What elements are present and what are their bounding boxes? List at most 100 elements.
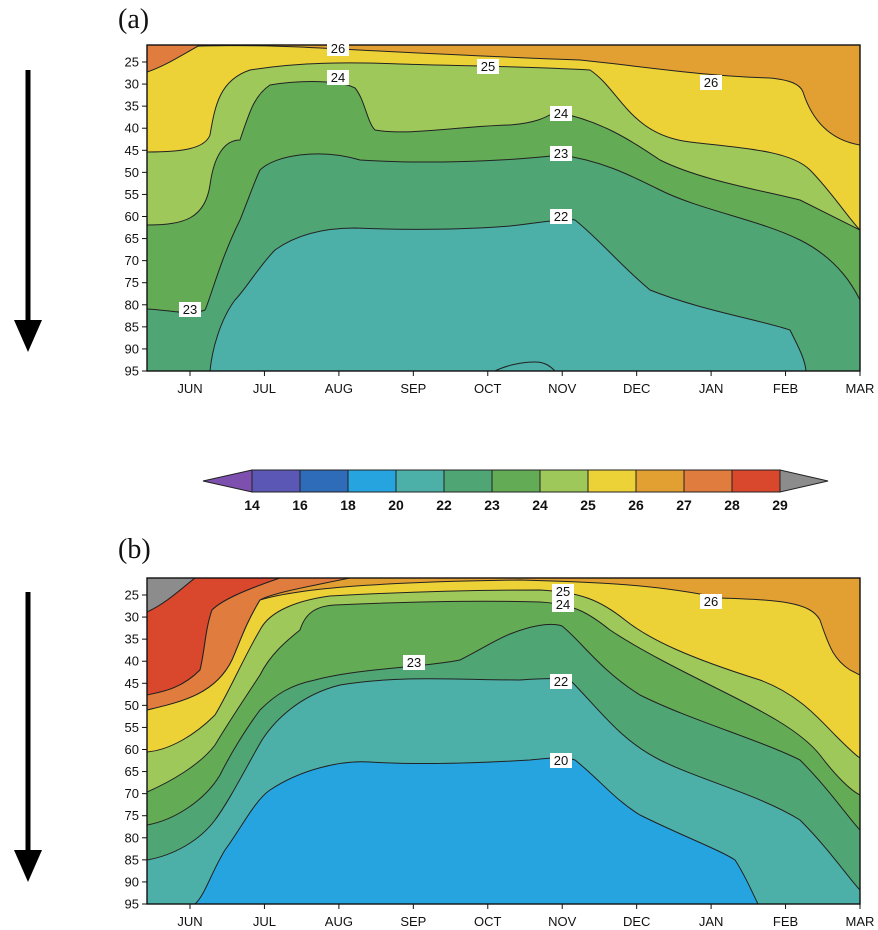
colorbar-tick-label: 27 bbox=[676, 497, 692, 513]
y-tick-label: 45 bbox=[125, 676, 139, 691]
x-tick-label: DEC bbox=[623, 381, 650, 396]
contour-label: 23 bbox=[407, 655, 421, 670]
contour-label-bg bbox=[550, 674, 572, 689]
contour-label-bg bbox=[327, 41, 349, 56]
y-tick-label: 40 bbox=[125, 654, 139, 669]
colorbar-tick-label: 18 bbox=[340, 497, 356, 513]
contour-label-bg bbox=[700, 594, 722, 609]
y-tick-label: 25 bbox=[125, 588, 139, 603]
y-tick-label: 30 bbox=[125, 610, 139, 625]
colorbar-tick-label: 20 bbox=[388, 497, 404, 513]
panel-b-contours bbox=[147, 578, 860, 904]
colorbar-swatch bbox=[395, 469, 445, 493]
y-tick-label: 50 bbox=[125, 698, 139, 713]
contour-label: 26 bbox=[704, 75, 718, 90]
x-tick-label: DEC bbox=[623, 914, 650, 929]
y-tick-label: 85 bbox=[125, 852, 139, 867]
contour-label-bg bbox=[700, 75, 722, 90]
contour-label: 22 bbox=[554, 209, 568, 224]
panel-b-chart: 25 30 35 40 45 50 55 60 65 70 75 80 85 90 95 JUN JUL AUG S… bbox=[14, 577, 875, 930]
panel-a-chart: 25 30 35 40 45 50 55 60 65 70 75 80 85 90 95 JUN JUL AUG S… bbox=[14, 41, 875, 396]
colorbar-tick-label: 14 bbox=[244, 497, 260, 513]
contour-label-bg bbox=[477, 59, 499, 74]
contour-label-bg bbox=[550, 209, 572, 224]
colorbar-tick-label: 22 bbox=[436, 497, 452, 513]
y-tick-label: 70 bbox=[125, 253, 139, 268]
y-tick-label: 75 bbox=[125, 808, 139, 823]
colorbar-min-triangle bbox=[202, 469, 253, 493]
panel-a-contours bbox=[147, 45, 860, 371]
contour-label-bg bbox=[552, 597, 574, 612]
y-tick-label: 35 bbox=[125, 99, 139, 114]
panel-a-contour-labels: 26 25 26 24 24 23 22 23 bbox=[179, 41, 722, 317]
x-tick-label: OCT bbox=[474, 381, 502, 396]
x-tick-label: OCT bbox=[474, 914, 502, 929]
contour-label: 25 bbox=[481, 59, 495, 74]
x-tick-label: JUL bbox=[253, 381, 276, 396]
y-tick-label: 55 bbox=[125, 720, 139, 735]
colorbar-swatch bbox=[347, 469, 397, 493]
y-tick-label: 70 bbox=[125, 786, 139, 801]
y-tick-label: 35 bbox=[125, 632, 139, 647]
y-tick-label: 25 bbox=[125, 55, 139, 70]
colorbar-tick-label: 25 bbox=[580, 497, 596, 513]
contour-label-bg bbox=[552, 584, 574, 599]
x-tick-label: FEB bbox=[773, 914, 798, 929]
contour-label: 24 bbox=[554, 106, 568, 121]
x-tick-label: JUL bbox=[253, 914, 276, 929]
x-tick-label: MAR bbox=[846, 381, 875, 396]
y-tick-label: 80 bbox=[125, 830, 139, 845]
contour-label: 23 bbox=[554, 146, 568, 161]
colorbar-swatch bbox=[635, 469, 685, 493]
colorbar-tick-label: 24 bbox=[532, 497, 548, 513]
x-tick-label: MAR bbox=[846, 914, 875, 929]
colorbar-tick-label: 23 bbox=[484, 497, 500, 513]
x-tick-label: AUG bbox=[325, 381, 353, 396]
x-tick-label: NOV bbox=[548, 381, 577, 396]
contour-22-closed bbox=[494, 361, 556, 371]
colorbar-swatch bbox=[251, 469, 301, 493]
x-tick-label: NOV bbox=[548, 914, 577, 929]
x-tick-label: JUN bbox=[177, 914, 202, 929]
region-22 bbox=[209, 218, 807, 371]
contour-label: 26 bbox=[331, 41, 345, 56]
y-tick-label: 80 bbox=[125, 297, 139, 312]
panel-a-frame bbox=[146, 44, 861, 372]
colorbar-tick-label: 26 bbox=[628, 497, 644, 513]
contour-label: 24 bbox=[331, 70, 345, 85]
y-tick-label: 60 bbox=[125, 742, 139, 757]
contour-label: 26 bbox=[704, 594, 718, 609]
colorbar-swatch bbox=[539, 469, 589, 493]
contour-label-bg bbox=[179, 302, 201, 317]
contour-label: 22 bbox=[554, 674, 568, 689]
down-arrow-a bbox=[14, 70, 42, 352]
colorbar-swatch bbox=[491, 469, 541, 493]
panel-a-label: (a) bbox=[118, 4, 150, 35]
y-tick-label: 95 bbox=[125, 364, 139, 379]
y-tick-label: 55 bbox=[125, 187, 139, 202]
contour-label-bg bbox=[550, 106, 572, 121]
colorbar-ticks: 14 16 18 20 22 23 24 25 26 27 28 29 bbox=[244, 497, 788, 513]
contour-label-bg bbox=[550, 753, 572, 768]
contour-label: 25 bbox=[556, 584, 570, 599]
contour-label-bg bbox=[403, 655, 425, 670]
y-tick-label: 60 bbox=[125, 209, 139, 224]
contour-label-bg bbox=[550, 146, 572, 161]
contour-label: 20 bbox=[554, 753, 568, 768]
x-tick-label: SEP bbox=[400, 381, 426, 396]
contour-label: 24 bbox=[556, 597, 570, 612]
y-tick-label: 95 bbox=[125, 897, 139, 912]
contour-label-bg bbox=[327, 70, 349, 85]
colorbar-tick-label: 29 bbox=[772, 497, 788, 513]
y-tick-label: 40 bbox=[125, 121, 139, 136]
x-tick-label: FEB bbox=[773, 381, 798, 396]
panel-b-axes: 25 30 35 40 45 50 55 60 65 70 75 80 85 90 95 JUN JUL AUG S… bbox=[125, 588, 875, 930]
colorbar-tick-label: 28 bbox=[724, 497, 740, 513]
y-tick-label: 90 bbox=[125, 341, 139, 356]
colorbar-swatches bbox=[202, 469, 829, 493]
colorbar-swatch bbox=[443, 469, 493, 493]
x-tick-label: JUN bbox=[177, 381, 202, 396]
x-tick-label: SEP bbox=[400, 914, 426, 929]
y-tick-label: 75 bbox=[125, 275, 139, 290]
colorbar: 14 16 18 20 22 23 24 25 26 27 28 29 bbox=[202, 469, 829, 513]
